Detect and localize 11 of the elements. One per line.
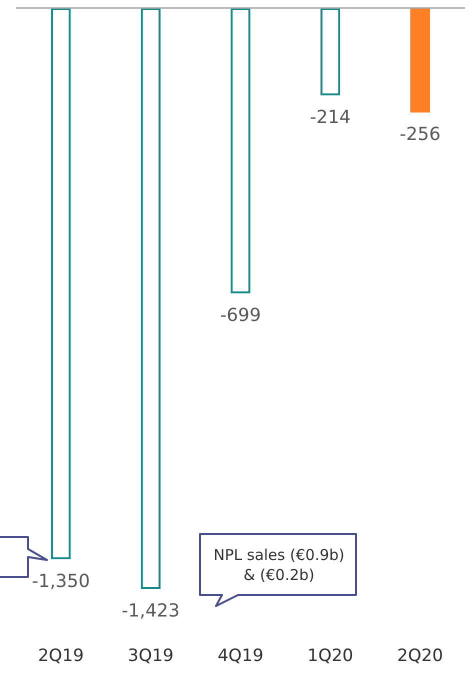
x-tick-label: 3Q19 <box>128 646 174 666</box>
data-label: -699 <box>220 305 261 326</box>
data-label: -214 <box>310 107 351 128</box>
x-tick-label: 4Q19 <box>218 646 264 666</box>
x-tick-label: 1Q20 <box>307 646 354 666</box>
x-tick-label: 2Q19 <box>38 646 84 666</box>
x-tick-label: 2Q20 <box>397 646 444 666</box>
data-label: -1,423 <box>122 600 180 622</box>
data-label: -256 <box>400 124 441 146</box>
annotation: NPL sales (€0.9b) & (€0.2b) <box>212 545 346 586</box>
data-label: -1,350 <box>32 570 90 592</box>
